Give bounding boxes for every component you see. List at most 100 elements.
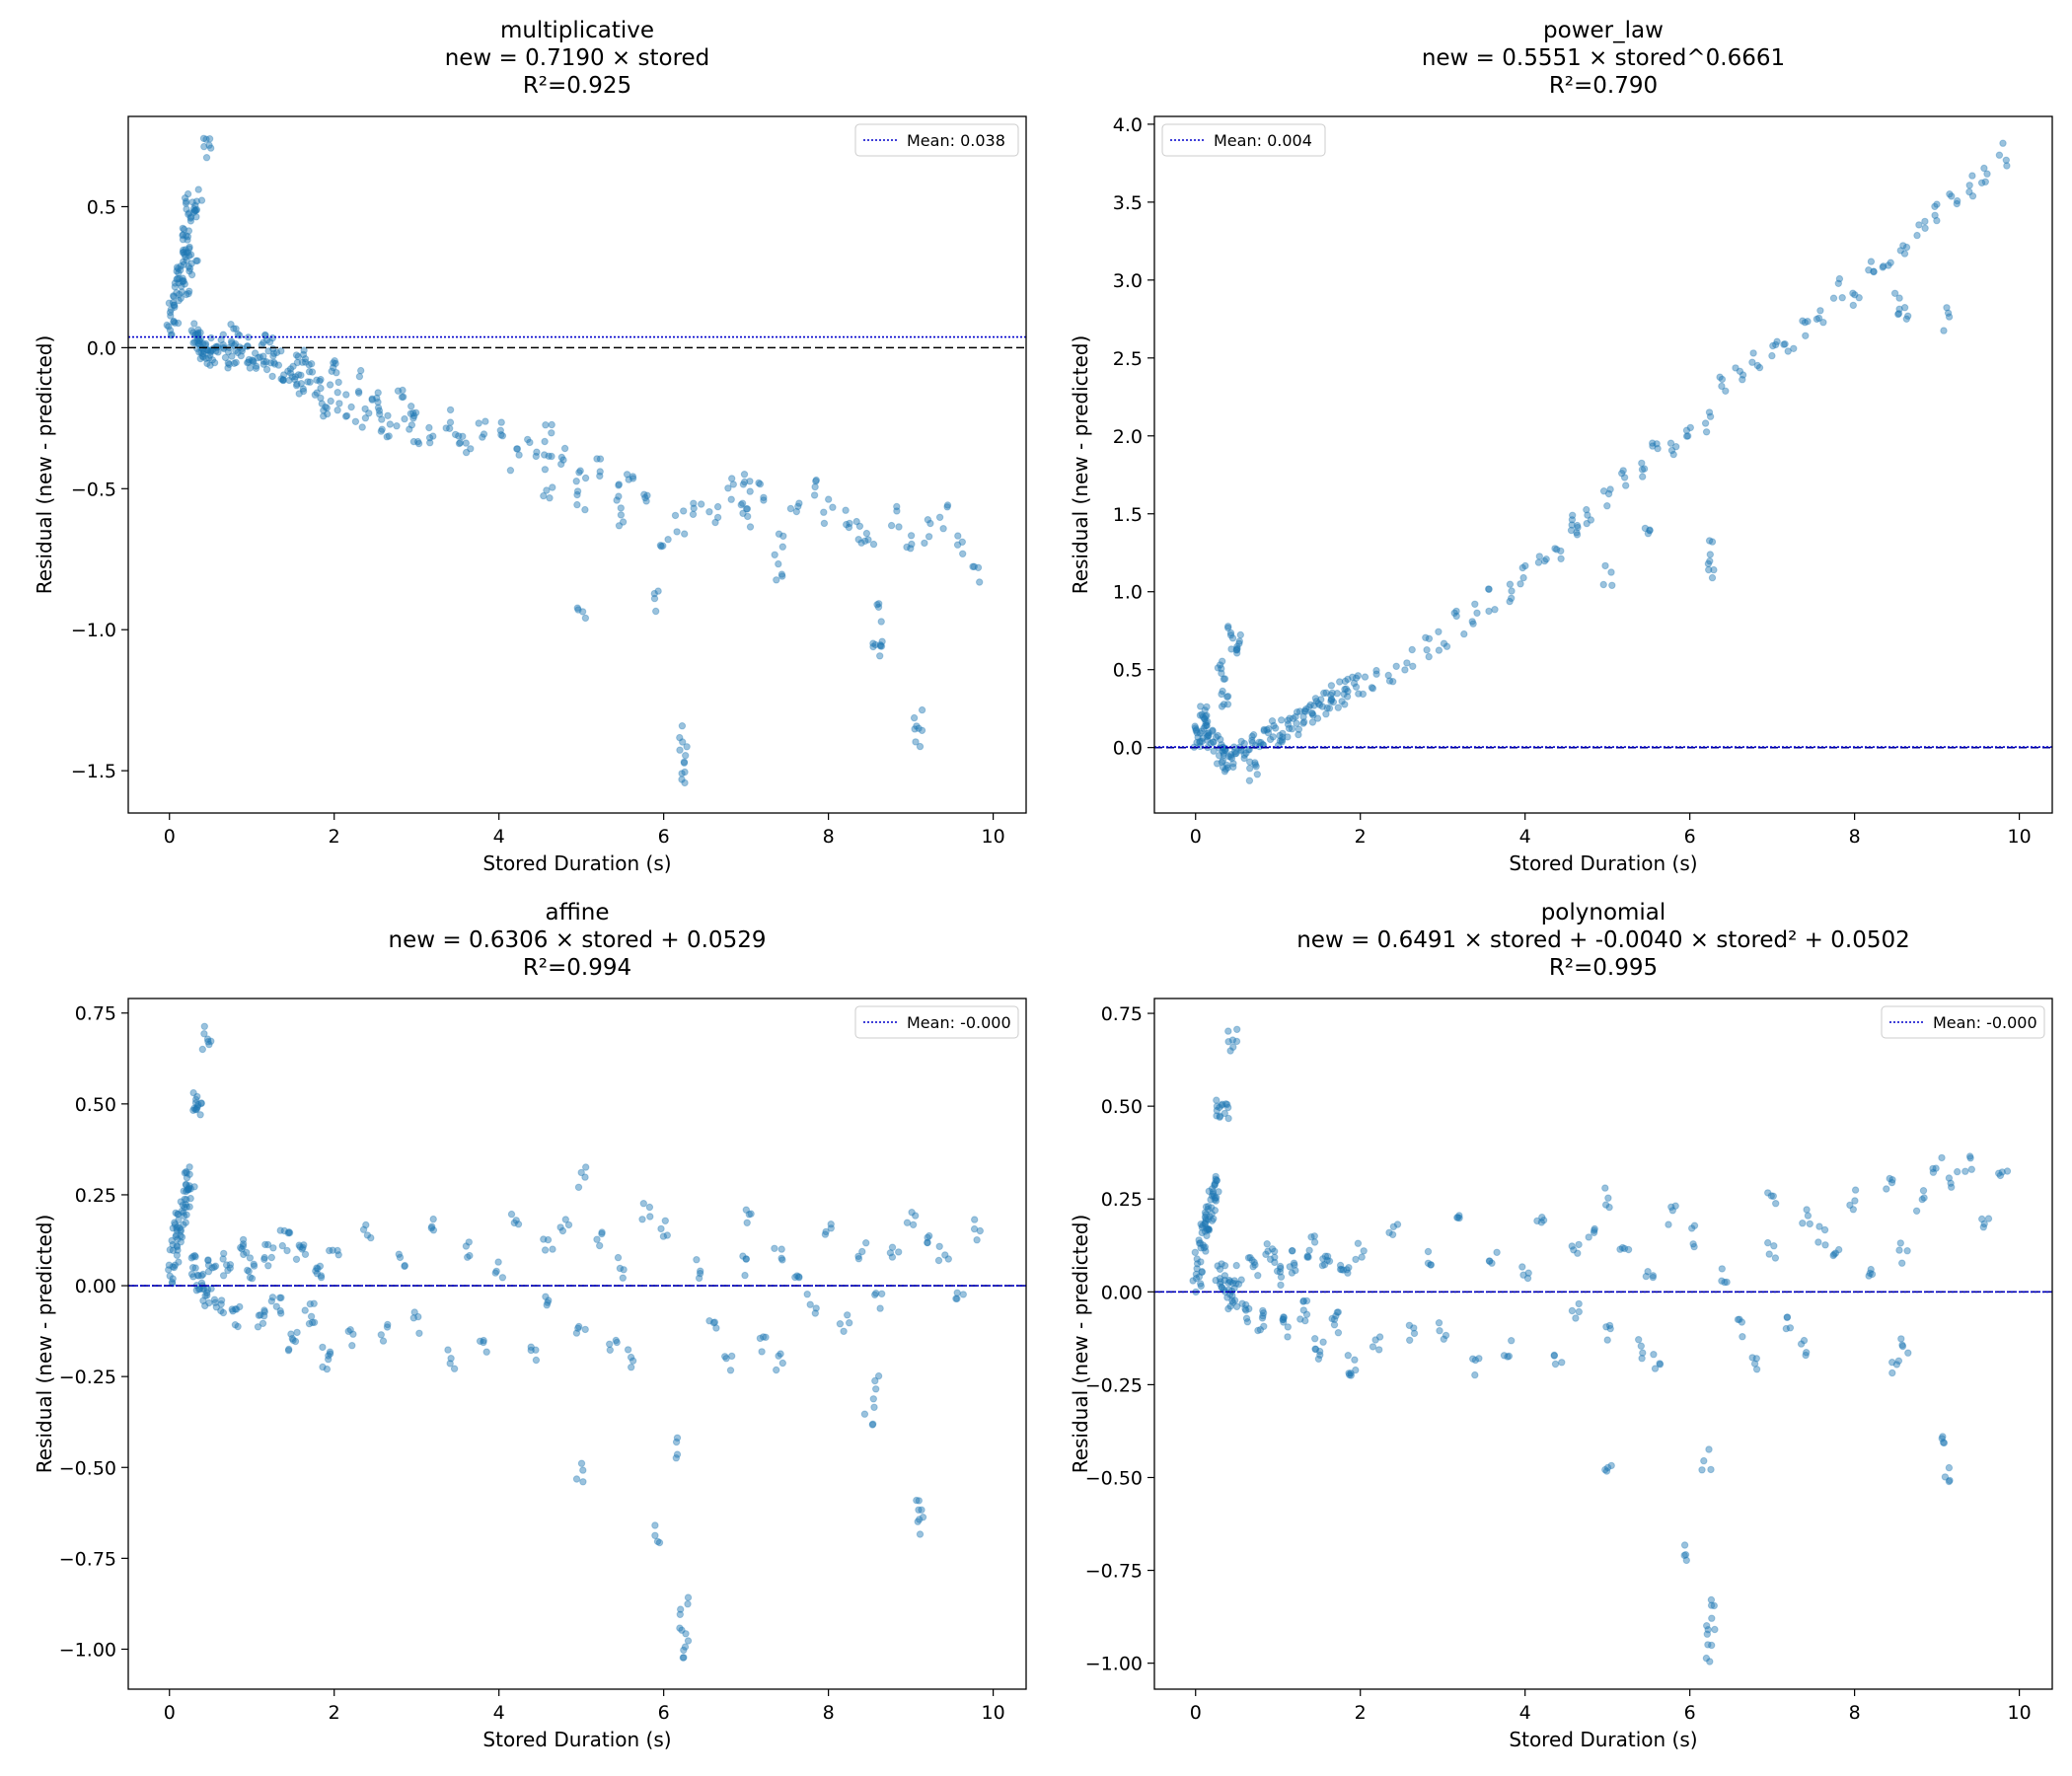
data-point xyxy=(260,1255,268,1264)
data-point xyxy=(1518,1263,1526,1271)
data-point xyxy=(821,1230,830,1238)
data-point xyxy=(506,467,515,475)
data-point xyxy=(1946,1476,1954,1485)
data-point xyxy=(272,348,281,357)
data-point xyxy=(1300,718,1308,726)
data-point xyxy=(577,1459,586,1467)
data-point xyxy=(1493,1248,1501,1257)
data-point xyxy=(1224,1304,1232,1313)
data-point xyxy=(326,1350,334,1358)
data-point xyxy=(230,325,238,333)
data-point xyxy=(886,1249,895,1257)
data-point xyxy=(183,197,190,206)
data-point xyxy=(572,478,580,485)
data-point xyxy=(1203,1231,1211,1240)
data-point xyxy=(203,1035,212,1043)
data-point xyxy=(1252,763,1260,771)
data-point xyxy=(573,604,581,612)
data-point xyxy=(1803,1349,1811,1357)
data-point xyxy=(211,1298,219,1306)
data-point xyxy=(227,337,236,345)
data-point xyxy=(1705,1445,1713,1453)
data-point xyxy=(1999,139,2007,147)
data-point xyxy=(1228,1036,1237,1044)
data-point xyxy=(1995,151,2004,159)
data-point xyxy=(221,353,230,362)
data-point xyxy=(354,388,363,396)
data-point xyxy=(395,1250,403,1258)
data-point xyxy=(191,1264,199,1272)
data-point xyxy=(298,1245,306,1253)
data-point xyxy=(1341,677,1350,686)
data-point xyxy=(1604,489,1613,498)
data-point xyxy=(325,1356,333,1364)
data-point xyxy=(189,1106,197,1115)
data-point xyxy=(179,276,187,285)
data-point xyxy=(1803,1206,1811,1214)
data-point xyxy=(1280,1318,1288,1326)
data-point xyxy=(676,733,684,742)
data-point xyxy=(1228,1296,1236,1305)
data-point xyxy=(1718,1265,1727,1273)
data-point xyxy=(1336,1261,1345,1270)
data-point xyxy=(1242,749,1250,758)
data-point xyxy=(1637,1342,1646,1350)
data-point xyxy=(1488,1259,1496,1267)
data-point xyxy=(617,504,625,512)
data-point xyxy=(1191,1248,1200,1257)
data-point xyxy=(399,386,407,395)
data-point xyxy=(1199,712,1208,721)
data-point xyxy=(1219,1100,1226,1108)
data-point xyxy=(1311,1345,1319,1353)
data-point xyxy=(1215,1188,1222,1196)
data-point xyxy=(1310,1232,1319,1240)
x-tick-label: 4 xyxy=(493,1702,505,1724)
legend-label: Mean: -0.000 xyxy=(907,1013,1011,1032)
data-point xyxy=(1251,759,1259,767)
legend-label: Mean: 0.004 xyxy=(1214,131,1312,150)
data-point xyxy=(1682,426,1691,434)
data-point xyxy=(1201,706,1209,714)
data-point xyxy=(778,1256,786,1264)
data-point xyxy=(1224,624,1232,632)
data-point xyxy=(773,1366,780,1374)
data-point xyxy=(185,210,192,218)
data-point xyxy=(1568,1306,1577,1315)
y-axis-label: Residual (new - predicted) xyxy=(33,1215,56,1474)
data-point xyxy=(180,260,187,268)
data-point xyxy=(1723,1278,1731,1287)
data-point xyxy=(173,1224,181,1232)
data-point xyxy=(1781,340,1789,348)
data-point xyxy=(913,1496,921,1505)
data-point xyxy=(1192,1270,1201,1279)
data-point xyxy=(306,1299,314,1308)
data-point xyxy=(169,1275,177,1283)
legend: Mean: 0.038 xyxy=(854,123,1019,157)
data-point xyxy=(1894,1357,1903,1366)
data-point xyxy=(279,376,287,384)
data-point xyxy=(1222,761,1231,770)
data-point xyxy=(193,1271,202,1280)
data-point xyxy=(313,1270,322,1278)
data-point xyxy=(293,380,301,388)
data-point xyxy=(173,1251,182,1259)
data-point xyxy=(857,539,865,547)
data-point xyxy=(974,563,983,571)
data-point xyxy=(672,1438,681,1446)
data-point xyxy=(1197,1258,1205,1266)
data-point xyxy=(1851,1197,1859,1205)
data-point xyxy=(189,338,197,347)
data-point xyxy=(526,438,534,447)
data-point xyxy=(540,491,548,500)
x-tick-label: 0 xyxy=(1190,1702,1202,1724)
data-point xyxy=(1197,1221,1205,1228)
y-tick-label: 1.5 xyxy=(1113,504,1143,526)
data-point xyxy=(1319,1338,1327,1346)
data-point xyxy=(1570,1246,1578,1254)
data-point xyxy=(722,1355,730,1363)
data-point xyxy=(1721,1278,1729,1287)
data-point xyxy=(1299,1306,1308,1314)
data-point xyxy=(185,243,193,252)
x-tick-label: 4 xyxy=(493,826,505,848)
data-point xyxy=(1262,1250,1270,1259)
